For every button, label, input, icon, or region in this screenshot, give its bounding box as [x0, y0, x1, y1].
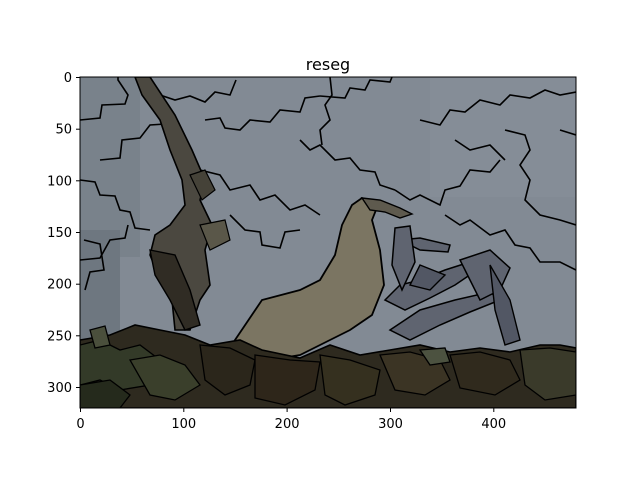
x-tick-label: 0	[76, 417, 84, 432]
y-tick-label: 250	[47, 329, 72, 344]
segmentation-image	[79, 76, 577, 409]
y-axis	[76, 77, 80, 388]
x-tick-labels: 0 100 200 300 400	[76, 417, 506, 432]
y-tick-label: 0	[64, 71, 72, 86]
y-tick-label: 300	[47, 381, 72, 396]
x-tick-label: 200	[275, 417, 300, 432]
y-tick-label: 100	[47, 174, 72, 189]
figure-title: reseg	[306, 55, 350, 74]
y-tick-labels: 0 50 100 150 200 250 300	[47, 71, 72, 396]
y-tick-label: 50	[55, 123, 72, 138]
segment-boundaries	[80, 77, 576, 291]
y-tick-label: 200	[47, 278, 72, 293]
x-tick-label: 400	[481, 417, 506, 432]
y-tick-label: 150	[47, 226, 72, 241]
x-tick-label: 100	[171, 417, 196, 432]
x-axis	[80, 408, 495, 412]
x-tick-label: 300	[378, 417, 403, 432]
